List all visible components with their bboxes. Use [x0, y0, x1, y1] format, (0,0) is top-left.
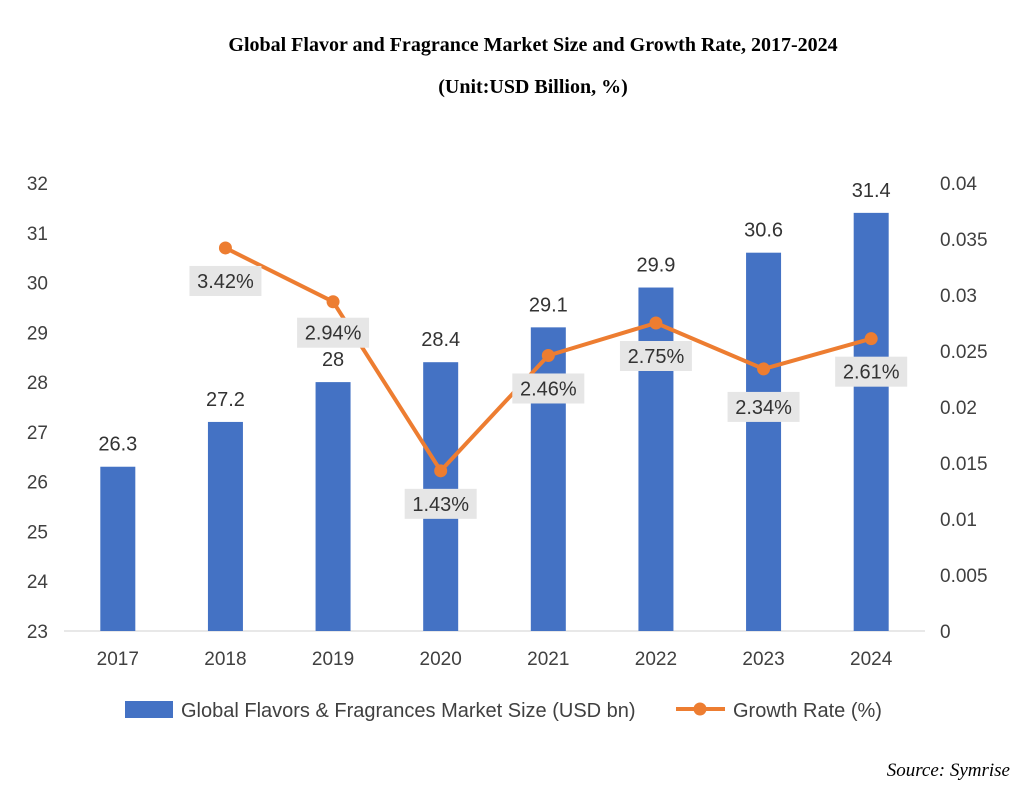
- growth-rate-marker: [541, 348, 555, 362]
- source-note: Source: Symrise: [886, 760, 1010, 781]
- chart-area: 23 24 25 26 27 28 29 30 31 32 0 0.005 0.01 0.015 0.02 0…: [27, 174, 988, 722]
- growth-rate-label: 2.75%: [628, 346, 685, 368]
- growth-label-background: [835, 356, 908, 387]
- y-left-tick-label: 31: [27, 224, 48, 245]
- x-tick-label: 2023: [742, 649, 784, 670]
- y-right-tick-label: 0.03: [940, 286, 977, 307]
- y-left-tick-label: 27: [27, 423, 48, 444]
- x-tick-label: 2022: [635, 649, 677, 670]
- growth-rate-label: 2.34%: [735, 397, 792, 419]
- growth-label-background: [189, 265, 262, 296]
- x-tick-label: 2020: [420, 649, 462, 670]
- x-tick-label: 2021: [527, 649, 569, 670]
- y-right-tick-label: 0.02: [940, 398, 977, 419]
- legend-bar-label: Global Flavors & Fragrances Market Size …: [181, 700, 636, 722]
- x-tick-label: 2024: [850, 649, 893, 670]
- y-right-tick-label: 0.005: [940, 566, 988, 587]
- chart-subtitle: (Unit:USD Billion, %): [438, 76, 628, 98]
- bar: [853, 212, 889, 631]
- bar: [638, 287, 674, 631]
- x-tick-label: 2018: [204, 649, 246, 670]
- growth-rate-label: 2.94%: [305, 323, 362, 345]
- growth-label-background: [727, 391, 800, 422]
- growth-rate-marker: [326, 295, 340, 309]
- bar-value-label: 29.1: [529, 294, 568, 316]
- y-left-tick-label: 25: [27, 522, 48, 543]
- growth-rate-label: 2.46%: [520, 378, 577, 400]
- bar: [315, 382, 351, 631]
- growth-rate-marker: [864, 332, 878, 346]
- growth-rate-label: 3.42%: [197, 271, 254, 293]
- legend-line-label: Growth Rate (%): [733, 700, 882, 722]
- y-right-tick-label: 0.01: [940, 510, 977, 531]
- x-tick-label: 2017: [97, 649, 139, 670]
- bar: [207, 421, 243, 631]
- bar-value-label: 28.4: [421, 329, 460, 351]
- bar: [100, 466, 136, 631]
- growth-label-background: [512, 373, 585, 404]
- bar-value-label: 27.2: [206, 389, 245, 411]
- bar-value-label: 31.4: [852, 180, 891, 202]
- legend-line-marker: [693, 702, 707, 716]
- y-left-tick-label: 23: [27, 622, 48, 643]
- growth-rate-label: 2.61%: [843, 362, 900, 384]
- growth-rate-marker: [757, 362, 771, 376]
- bar: [746, 252, 782, 631]
- growth-label-background: [404, 488, 477, 519]
- y-right-tick-label: 0.015: [940, 454, 988, 475]
- bar-value-label: 26.3: [98, 434, 137, 456]
- y-left-tick-label: 30: [27, 274, 48, 295]
- y-right-tick-label: 0.04: [940, 174, 977, 195]
- growth-label-background: [619, 341, 692, 371]
- legend-bar-swatch: [125, 701, 173, 718]
- bar-value-label: 28: [322, 349, 344, 371]
- bar: [530, 327, 566, 631]
- growth-rate-marker: [434, 464, 448, 478]
- bar-value-label: 29.9: [636, 255, 675, 277]
- x-tick-label: 2019: [312, 649, 354, 670]
- y-left-tick-label: 28: [27, 373, 48, 394]
- y-left-tick-label: 32: [27, 174, 48, 195]
- y-left-tick-label: 26: [27, 473, 48, 494]
- bar-value-label: 30.6: [744, 220, 783, 242]
- y-left-tick-label: 24: [27, 572, 49, 593]
- growth-label-background: [297, 317, 370, 348]
- y-left-tick-label: 29: [27, 323, 48, 344]
- y-right-tick-label: 0.035: [940, 230, 988, 251]
- chart-title: Global Flavor and Fragrance Market Size …: [228, 34, 838, 56]
- y-right-tick-label: 0: [940, 622, 951, 643]
- growth-rate-label: 1.43%: [412, 494, 469, 516]
- growth-rate-marker: [649, 316, 663, 330]
- y-right-tick-label: 0.025: [940, 342, 988, 363]
- growth-rate-marker: [218, 241, 232, 255]
